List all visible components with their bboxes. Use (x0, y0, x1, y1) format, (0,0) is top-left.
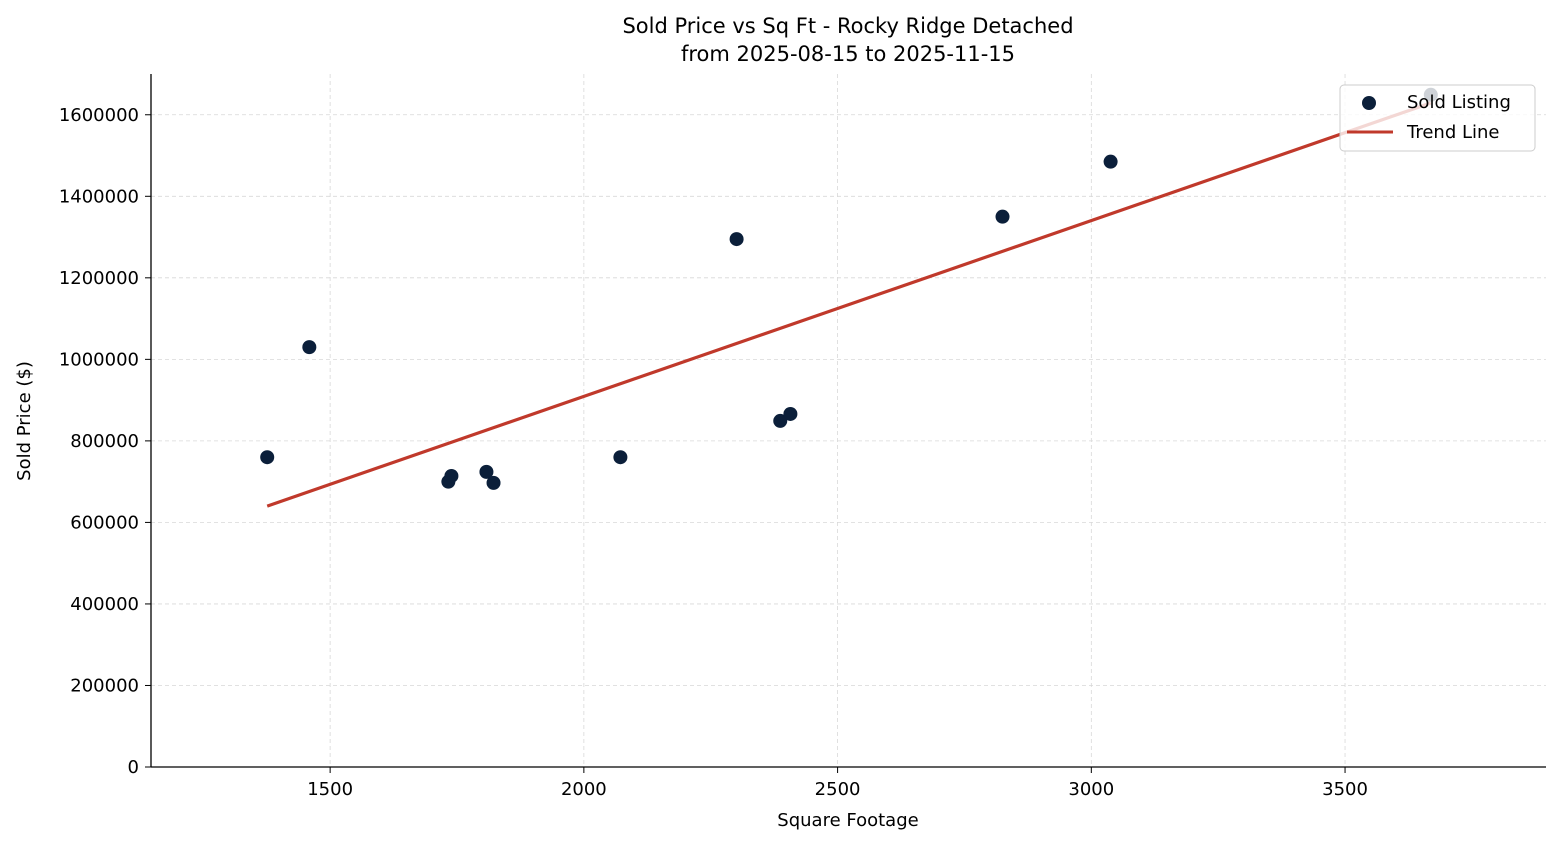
x-tick-label: 2000 (561, 779, 607, 800)
y-tick-label: 1400000 (59, 186, 139, 207)
y-tick-label: 1000000 (59, 349, 139, 370)
grid (151, 74, 1546, 768)
legend-label-sold-listing: Sold Listing (1407, 92, 1511, 113)
x-axis-label: Square Footage (777, 810, 918, 831)
data-point (995, 209, 1010, 224)
data-point (486, 475, 501, 490)
data-point (479, 464, 494, 479)
y-tick-label: 1200000 (59, 268, 139, 289)
y-axis-label: Sold Price ($) (14, 361, 35, 481)
legend-label-trend-line: Trend Line (1406, 122, 1500, 143)
y-tick-label: 600000 (70, 512, 139, 533)
data-point (783, 406, 798, 421)
marks (260, 87, 1438, 508)
data-point (729, 232, 744, 247)
trend-line (266, 101, 1432, 508)
chart-title: Sold Price vs Sq Ft - Rocky Ridge Detach… (622, 14, 1073, 38)
y-tick-label: 400000 (70, 594, 139, 615)
ticks: 1500 2000 2500 3000 3500 0 200000 400000 600000 8… (59, 105, 1368, 800)
y-tick-label: 1600000 (59, 105, 139, 126)
chart-subtitle: from 2025-08-15 to 2025-11-15 (681, 42, 1015, 66)
data-point (613, 450, 628, 465)
y-tick-label: 200000 (70, 675, 139, 696)
x-tick-label: 2500 (815, 779, 861, 800)
x-tick-label: 1500 (307, 779, 353, 800)
legend-marker-sold-listing (1362, 96, 1376, 110)
y-tick-label: 0 (128, 757, 139, 778)
x-tick-label: 3000 (1068, 779, 1114, 800)
x-tick-label: 3500 (1322, 779, 1368, 800)
data-point (773, 413, 788, 428)
y-tick-label: 800000 (70, 431, 139, 452)
data-point (1103, 154, 1118, 169)
data-point (260, 450, 275, 465)
data-point (302, 340, 317, 355)
data-point (444, 468, 459, 483)
legend-box (1339, 84, 1536, 152)
legend: Sold Listing Trend Line (1339, 84, 1536, 152)
